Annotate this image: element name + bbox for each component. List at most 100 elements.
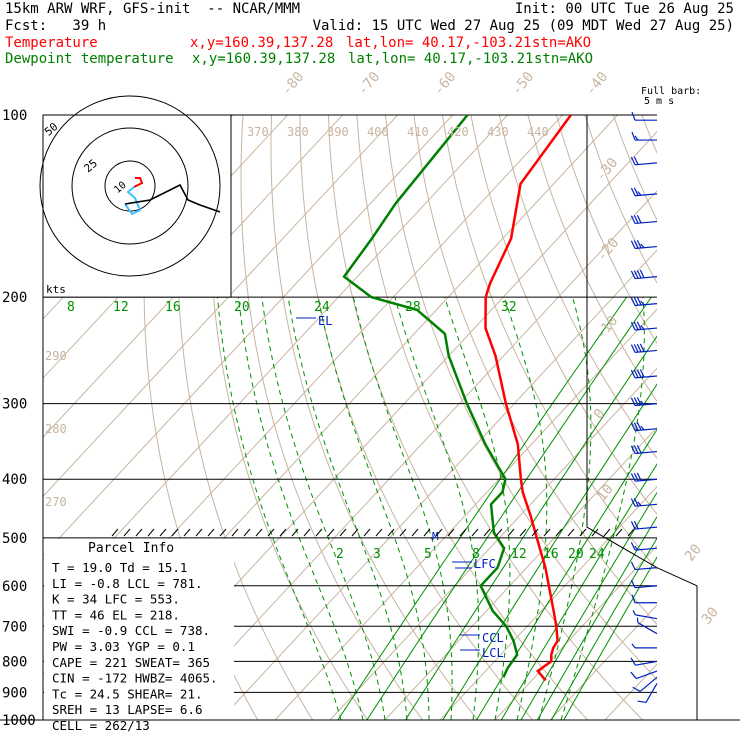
pressure-label: 100: [2, 108, 27, 124]
wind-barb-staff: [635, 450, 658, 455]
wind-barb-staff: [645, 683, 658, 703]
wind-barb-staff: [636, 670, 658, 680]
theta-label: 380: [287, 125, 309, 139]
hodograph-mid-trace: [124, 186, 142, 216]
mixing-ratio-label: 8: [472, 547, 480, 562]
wind-barb-staff: [635, 547, 658, 551]
wind-barb-flag: [630, 397, 636, 406]
wind-barb-flag: [633, 369, 639, 378]
pressure-label: 200: [2, 290, 27, 306]
wind-barb-flag: [633, 422, 639, 431]
level-hatch: [411, 528, 419, 537]
wind-barb-flag: [636, 444, 642, 454]
dry-adiabat-line: [177, 115, 314, 720]
wind-barb-flag: [640, 400, 645, 406]
level-hatch: [363, 528, 371, 537]
mixing-ratio-label: 16: [165, 300, 181, 315]
isotherm-label: -50: [509, 69, 538, 99]
theta-label: 400: [367, 125, 389, 139]
dry-adiabat-line: [527, 115, 657, 403]
moist-adiabat-line: [217, 297, 342, 720]
level-hatch: [351, 528, 359, 537]
level-hatch: [555, 528, 563, 537]
level-hatch: [579, 528, 587, 537]
dry-adiabat-line: [470, 115, 657, 515]
theta-label: 370: [247, 125, 269, 139]
theta-label: 280: [45, 422, 67, 436]
theta-label: 270: [45, 495, 67, 509]
wind-barb-flag: [640, 300, 645, 306]
dry-adiabat-line: [209, 115, 369, 720]
wind-barb-flag: [636, 270, 642, 279]
wind-barb-flag: [630, 671, 637, 679]
level-hatch: [255, 528, 263, 537]
wind-barb-flag: [634, 135, 639, 141]
wind-barb-flag: [633, 520, 639, 530]
isotherm-line: [439, 485, 657, 720]
theta-label: 410: [407, 125, 429, 139]
level-hatch: [147, 528, 155, 537]
level-hatch: [615, 528, 623, 537]
wind-barb-flag: [636, 369, 642, 378]
wind-barb-flag: [630, 297, 636, 306]
parcel-info-title: Parcel Info: [88, 541, 174, 556]
level-hatch: [495, 528, 503, 537]
level-hatch: [519, 528, 527, 537]
wind-barb-flag: [633, 240, 639, 249]
level-hatch: [111, 528, 119, 537]
theta-label: 290: [45, 349, 67, 363]
mixing-ratio-line: [536, 515, 657, 720]
legend-dewpoint: Dewpoint temperature: [5, 51, 174, 67]
wind-barb-flag: [637, 700, 647, 704]
wind-barb-flag: [637, 501, 642, 507]
isotherm-line: [219, 249, 657, 720]
pressure-label: 500: [2, 531, 27, 547]
dry-adiabat-line: [356, 115, 644, 720]
isotherm-label: 30: [699, 604, 722, 627]
level-hatch: [399, 528, 407, 537]
wind-barb-flag: [640, 425, 645, 431]
dry-adiabat-line: [384, 115, 657, 681]
wind-barb-flag: [636, 397, 642, 406]
wind-barb-flag: [633, 497, 639, 507]
mixing-ratio-label: 24: [589, 547, 605, 562]
theta-label: 390: [327, 125, 349, 139]
parcel-info-row: T = 19.0 Td = 15.1: [52, 560, 187, 575]
wind-barb-flag: [640, 243, 645, 249]
wind-barb-flag: [634, 545, 639, 551]
isotherm-label: -80: [279, 69, 308, 99]
isotherm-line: [660, 115, 740, 720]
wind-barb-staff: [635, 567, 658, 571]
legend-dewpoint-xy: x,y=160.39,137.28: [192, 51, 336, 67]
isotherm-label: 20: [682, 541, 705, 564]
hodograph-low-trace: [133, 177, 144, 188]
level-hatch: [183, 528, 191, 537]
level-hatch: [135, 528, 143, 537]
wind-barb-flag: [632, 686, 641, 692]
level-hatch: [171, 528, 179, 537]
wind-barb-flag: [633, 445, 639, 454]
legend-dewpoint-stn: stn=AKO: [534, 51, 594, 67]
isotherm-line: [43, 115, 399, 498]
wind-barb-flag: [631, 643, 636, 649]
mixing-ratio-label: 20: [568, 547, 584, 562]
parcel-info-panel: [44, 538, 234, 720]
hodograph-upper-trace: [124, 183, 221, 213]
barb-legend-line2: 5 m s: [644, 96, 674, 107]
mixing-ratio-label: 8: [67, 300, 75, 315]
level-hatch: [483, 528, 491, 537]
mixing-ratio-label: 2: [336, 547, 344, 562]
parcel-info-row: PW = 3.03 YGP = 0.1: [52, 639, 195, 654]
wind-barb-flag: [633, 215, 639, 224]
wind-barb-flag: [637, 191, 642, 196]
dry-adiabat-line: [441, 115, 657, 571]
wind-barb-staff: [635, 220, 658, 225]
dry-adiabat-line: [299, 115, 534, 720]
wind-barb-staff: [635, 375, 658, 379]
dry-adiabat-line: [498, 115, 657, 460]
legend-temperature-latlon: lat,lon= 40.17,-103.21: [346, 35, 532, 51]
dry-adiabat-line: [699, 115, 740, 720]
parcel-info-row: CAPE = 221 SWEAT= 365: [52, 655, 210, 670]
isotherm-label: -60: [431, 69, 460, 99]
dry-adiabat-line: [612, 115, 657, 222]
